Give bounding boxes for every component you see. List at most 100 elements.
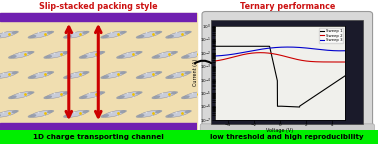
Ellipse shape bbox=[98, 51, 105, 54]
Ellipse shape bbox=[47, 31, 54, 34]
Line: Sweep 3: Sweep 3 bbox=[215, 47, 345, 56]
Sweep 3 bbox=[265, 48, 270, 49]
Sweep 3 bbox=[270, 47, 274, 49]
Sweep 1 bbox=[226, 45, 230, 47]
Ellipse shape bbox=[171, 91, 178, 94]
Ellipse shape bbox=[43, 95, 52, 99]
Sweep 2 bbox=[302, 60, 307, 62]
Ellipse shape bbox=[0, 114, 1, 118]
Ellipse shape bbox=[103, 71, 125, 78]
Sweep 1 bbox=[302, 102, 307, 104]
Line: Sweep 1: Sweep 1 bbox=[215, 46, 345, 107]
Bar bbox=[0, 123, 197, 131]
Ellipse shape bbox=[103, 110, 125, 117]
Ellipse shape bbox=[27, 91, 34, 94]
Ellipse shape bbox=[63, 114, 72, 118]
Ellipse shape bbox=[63, 75, 72, 79]
Ellipse shape bbox=[168, 71, 190, 78]
Ellipse shape bbox=[171, 51, 178, 54]
Ellipse shape bbox=[120, 31, 127, 34]
Ellipse shape bbox=[165, 75, 174, 79]
Bar bbox=[0, 13, 197, 21]
Sweep 3 bbox=[314, 48, 319, 50]
Ellipse shape bbox=[101, 114, 109, 118]
Legend: Sweep 1, Sweep 2, Sweep 3: Sweep 1, Sweep 2, Sweep 3 bbox=[319, 28, 343, 43]
Ellipse shape bbox=[181, 95, 190, 99]
Ellipse shape bbox=[82, 31, 90, 34]
Ellipse shape bbox=[136, 114, 144, 118]
Text: Ternary performance: Ternary performance bbox=[240, 2, 335, 11]
Ellipse shape bbox=[31, 31, 52, 38]
Ellipse shape bbox=[63, 91, 70, 94]
Sweep 1 bbox=[343, 75, 348, 76]
Ellipse shape bbox=[79, 55, 87, 59]
Sweep 2 bbox=[226, 58, 230, 59]
Ellipse shape bbox=[152, 55, 160, 59]
Y-axis label: Current (A): Current (A) bbox=[194, 59, 198, 86]
Ellipse shape bbox=[101, 75, 109, 79]
Ellipse shape bbox=[200, 51, 208, 54]
Ellipse shape bbox=[155, 31, 162, 34]
Sweep 2 bbox=[212, 60, 217, 62]
Sweep 1 bbox=[314, 94, 319, 96]
Ellipse shape bbox=[27, 51, 34, 54]
Sweep 1 bbox=[212, 45, 217, 47]
Ellipse shape bbox=[120, 71, 127, 74]
Sweep 3 bbox=[317, 49, 321, 50]
Ellipse shape bbox=[103, 31, 125, 38]
Sweep 1 bbox=[297, 106, 302, 108]
Sweep 1 bbox=[270, 57, 274, 59]
Sweep 3 bbox=[226, 54, 230, 56]
Ellipse shape bbox=[66, 110, 87, 117]
Bar bbox=[197, 130, 378, 144]
Bar bbox=[0, 13, 197, 131]
Sweep 3 bbox=[343, 50, 348, 52]
Ellipse shape bbox=[31, 71, 52, 78]
Ellipse shape bbox=[82, 71, 90, 74]
Ellipse shape bbox=[152, 95, 160, 99]
Ellipse shape bbox=[11, 51, 33, 58]
Ellipse shape bbox=[135, 51, 143, 54]
Bar bbox=[0, 130, 197, 144]
Ellipse shape bbox=[43, 55, 52, 59]
Sweep 3 bbox=[286, 46, 290, 48]
Ellipse shape bbox=[79, 95, 87, 99]
Ellipse shape bbox=[181, 55, 190, 59]
Ellipse shape bbox=[28, 114, 36, 118]
Ellipse shape bbox=[0, 35, 1, 39]
Ellipse shape bbox=[47, 71, 54, 74]
Sweep 2 bbox=[265, 52, 270, 54]
Ellipse shape bbox=[0, 31, 17, 38]
Sweep 2 bbox=[270, 53, 275, 54]
Ellipse shape bbox=[168, 110, 190, 117]
Ellipse shape bbox=[136, 35, 144, 39]
Sweep 1 bbox=[265, 45, 270, 47]
Ellipse shape bbox=[0, 110, 17, 117]
Ellipse shape bbox=[116, 95, 125, 99]
Ellipse shape bbox=[12, 31, 19, 34]
Ellipse shape bbox=[11, 92, 33, 98]
Text: low threshold and high reproducibility: low threshold and high reproducibility bbox=[211, 134, 364, 140]
Ellipse shape bbox=[98, 91, 105, 94]
Ellipse shape bbox=[82, 92, 103, 98]
Line: Sweep 2: Sweep 2 bbox=[215, 53, 345, 62]
Ellipse shape bbox=[154, 51, 176, 58]
Sweep 3 bbox=[302, 47, 307, 49]
Ellipse shape bbox=[0, 71, 17, 78]
Ellipse shape bbox=[12, 110, 19, 113]
Ellipse shape bbox=[139, 110, 160, 117]
Sweep 3 bbox=[212, 55, 217, 57]
Ellipse shape bbox=[120, 110, 127, 113]
Ellipse shape bbox=[0, 75, 1, 79]
Ellipse shape bbox=[135, 91, 143, 94]
Ellipse shape bbox=[46, 92, 68, 98]
Ellipse shape bbox=[28, 35, 36, 39]
Ellipse shape bbox=[8, 55, 17, 59]
Text: 1D charge transporting channel: 1D charge transporting channel bbox=[33, 134, 164, 140]
Sweep 2 bbox=[343, 61, 348, 63]
Ellipse shape bbox=[119, 92, 141, 98]
Ellipse shape bbox=[184, 51, 205, 58]
Ellipse shape bbox=[63, 35, 72, 39]
FancyBboxPatch shape bbox=[202, 12, 373, 132]
FancyBboxPatch shape bbox=[200, 124, 374, 137]
